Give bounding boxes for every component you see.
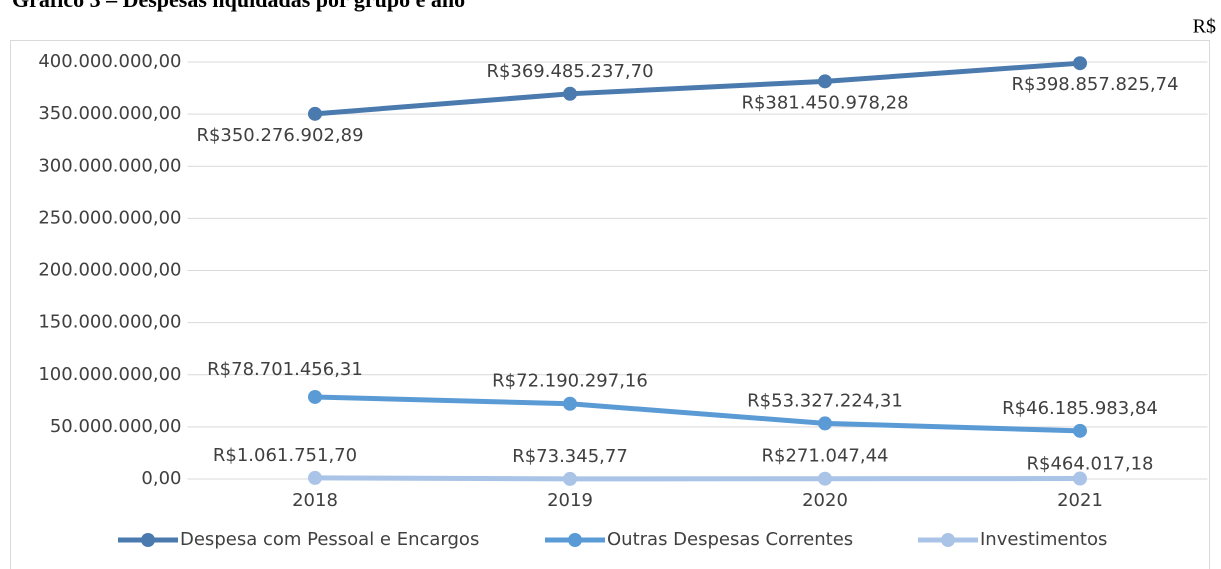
marker [308,470,322,485]
unit-label: R$ [1193,16,1216,38]
data-label: R$72.190.297,16 [492,371,648,392]
y-tick-label: 50.000.000,00 [50,416,182,437]
marker [1073,56,1087,71]
legend-marker [941,533,955,547]
x-tick-label: 2020 [802,490,848,511]
y-tick-label: 100.000.000,00 [38,364,181,385]
marker [818,416,832,431]
legend-label: Investimentos [980,529,1107,550]
marker [563,471,577,486]
marker [563,86,577,101]
x-tick-label: 2021 [1057,490,1103,511]
marker [308,106,322,121]
y-tick-label: 300.000.000,00 [38,155,181,176]
marker [1073,423,1087,438]
marker [818,471,832,486]
data-label: R$73.345,77 [512,446,628,467]
y-tick-label: 0,00 [141,468,181,489]
data-label: R$464.017,18 [1026,454,1153,475]
x-tick-label: 2018 [292,490,338,511]
line [312,394,1083,434]
data-label: R$1.061.751,70 [213,445,357,466]
marker [1073,471,1087,486]
data-label: R$53.327.224,31 [747,390,903,411]
legend-label: Outras Despesas Correntes [607,529,853,550]
data-label: R$398.857.825,74 [1011,74,1178,95]
legend-label: Despesa com Pessoal e Encargos [180,529,479,550]
chart-frame [10,40,1210,569]
y-tick-label: 250.000.000,00 [38,207,181,228]
data-label: R$271.047,44 [761,446,888,467]
data-label: R$350.276.902,89 [196,125,363,146]
y-tick-label: 400.000.000,00 [38,51,181,72]
line [312,60,1083,117]
marker [818,74,832,89]
marker [308,389,322,404]
y-tick-label: 350.000.000,00 [38,103,181,124]
marker [563,396,577,411]
data-label: R$78.701.456,31 [207,359,363,380]
data-label: R$381.450.978,28 [741,92,908,113]
y-tick-label: 150.000.000,00 [38,312,181,333]
data-label: R$46.185.983,84 [1002,398,1158,419]
y-tick-label: 200.000.000,00 [38,260,181,281]
legend-marker [141,533,155,547]
x-tick-label: 2019 [547,490,593,511]
chart-title: Gráfico 3 – Despesas liquidadas por grup… [12,0,465,12]
data-label: R$369.485.237,70 [486,61,653,82]
legend-marker [568,533,582,547]
line [312,475,1083,482]
